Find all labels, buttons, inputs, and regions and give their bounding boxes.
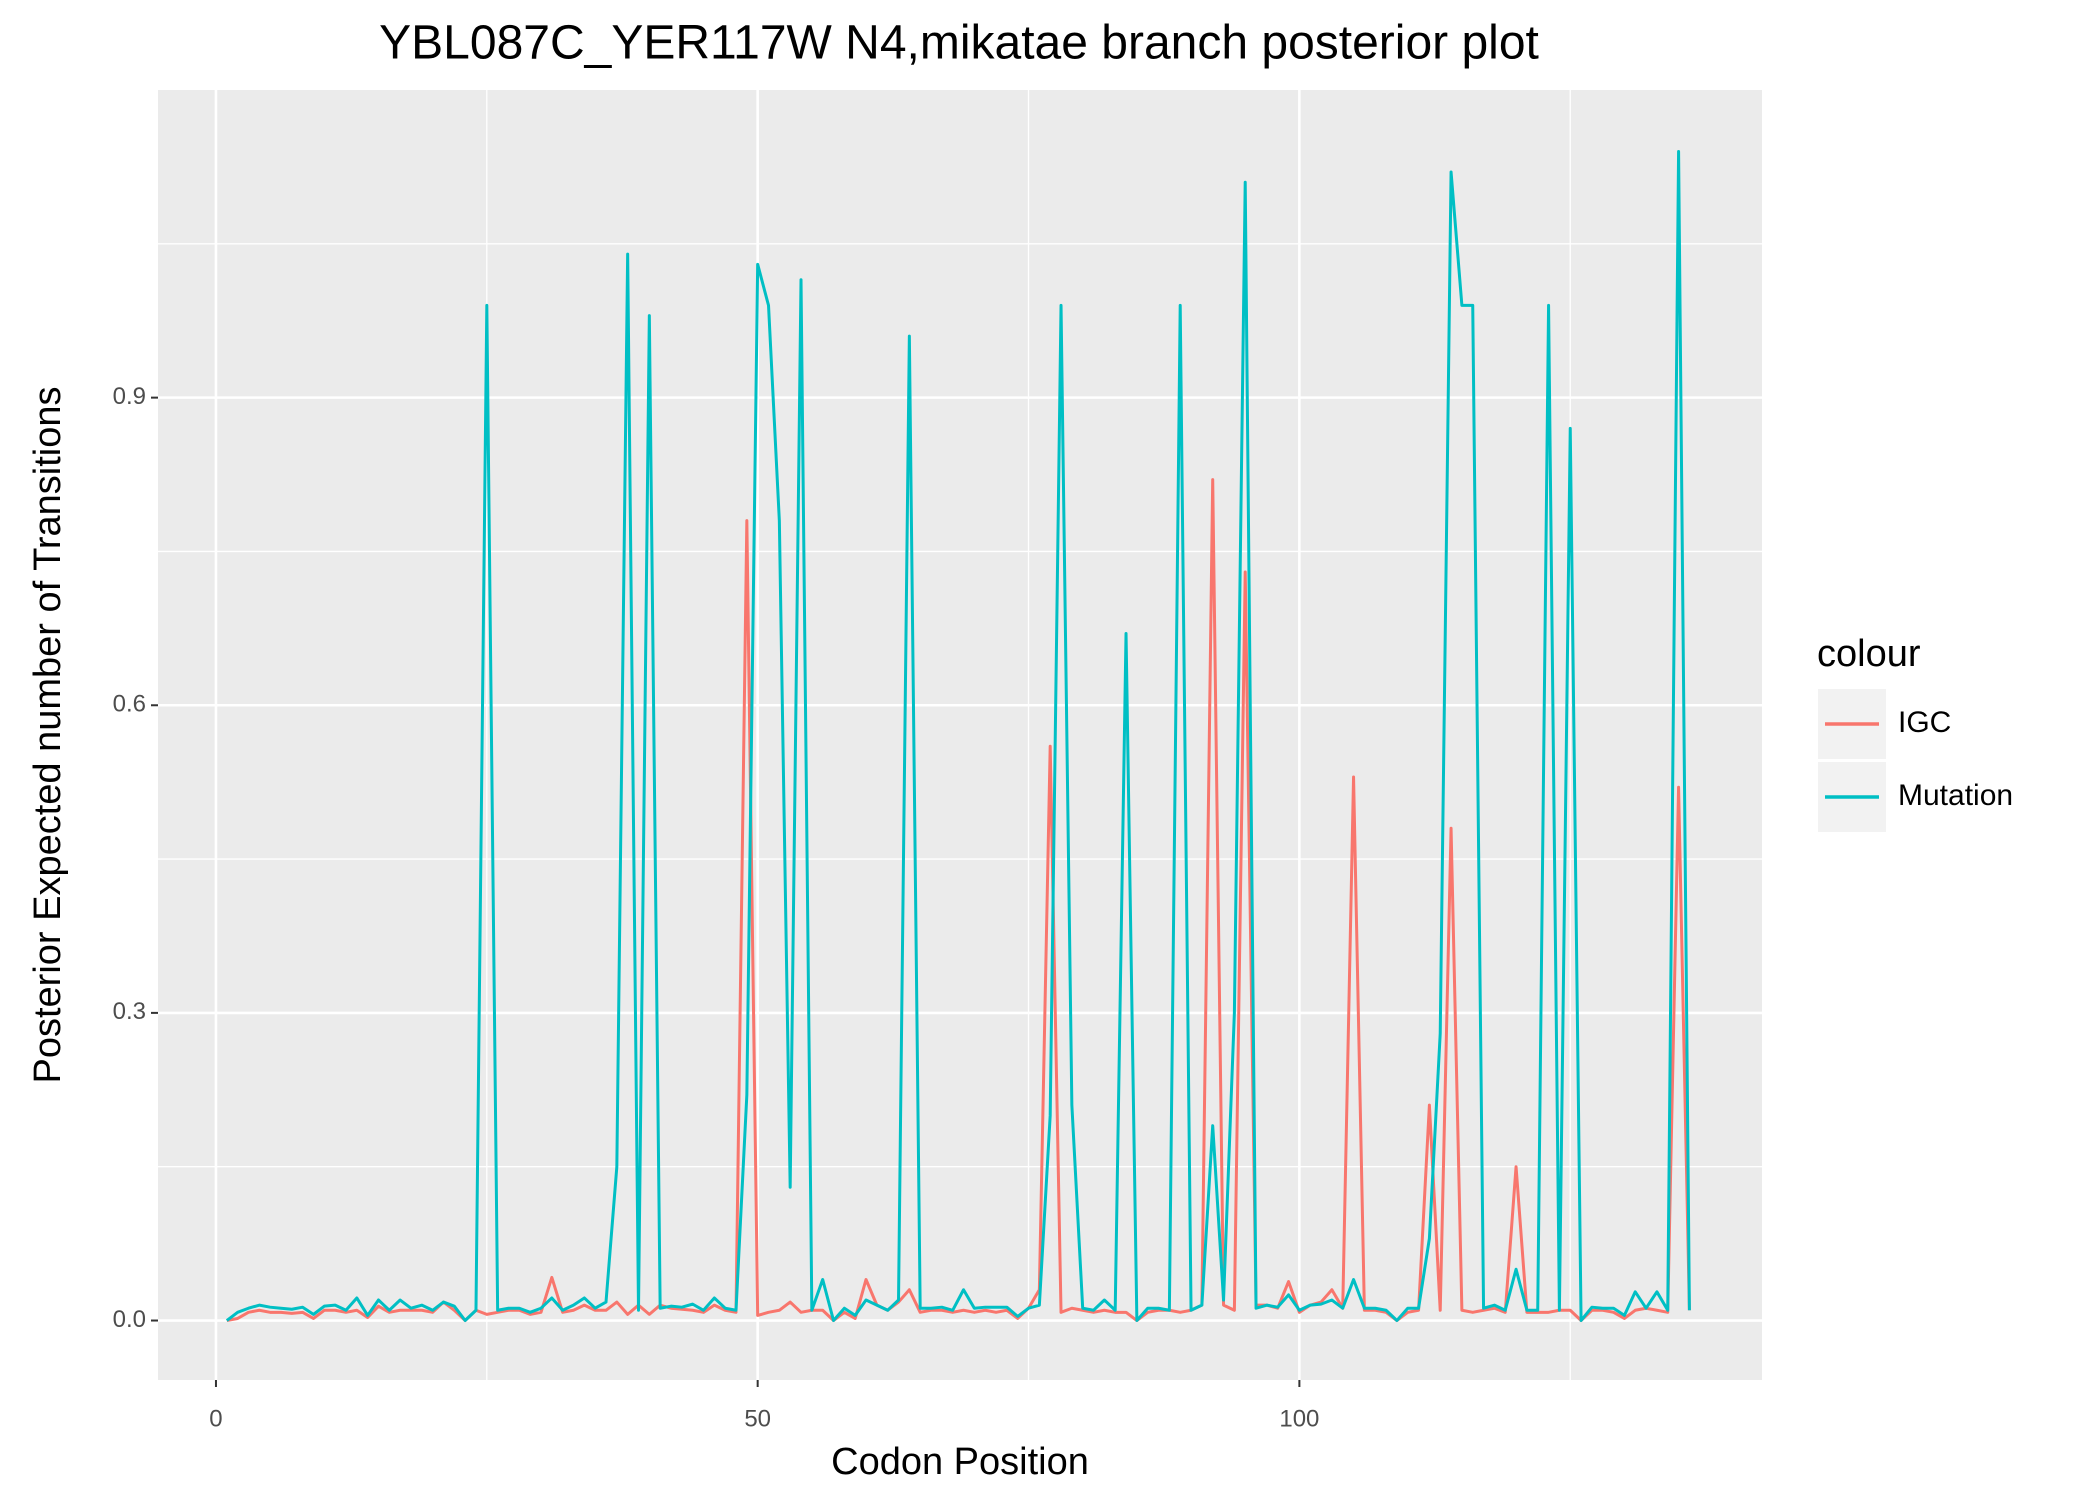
chart-title: YBL087C_YER117W N4,mikatae branch poster… (379, 17, 1539, 70)
x-tick-label: 100 (1279, 1405, 1319, 1432)
axes: 0.0 0.3 0.6 0.9 0 50 100 (113, 383, 1320, 1432)
panel-background (158, 90, 1762, 1380)
y-tick-label: 0.3 (113, 998, 146, 1025)
y-tick-label: 0.0 (113, 1306, 146, 1333)
legend-title: colour (1817, 633, 1921, 675)
y-tick-label: 0.6 (113, 691, 146, 718)
lines (225, 150, 1691, 1323)
x-tick-label: 0 (209, 1405, 222, 1432)
legend-label: IGC (1898, 706, 1951, 739)
legend: colour IGC Mutation (1817, 633, 2013, 832)
grid (158, 90, 1762, 1380)
x-axis-label: Codon Position (831, 1441, 1089, 1483)
legend-label: Mutation (1898, 779, 2013, 812)
data-line (225, 150, 1691, 1323)
x-tick-label: 50 (744, 1405, 771, 1432)
y-tick-label: 0.9 (113, 383, 146, 410)
y-axis-label: Posterior Expected number of Transitions (27, 386, 69, 1083)
